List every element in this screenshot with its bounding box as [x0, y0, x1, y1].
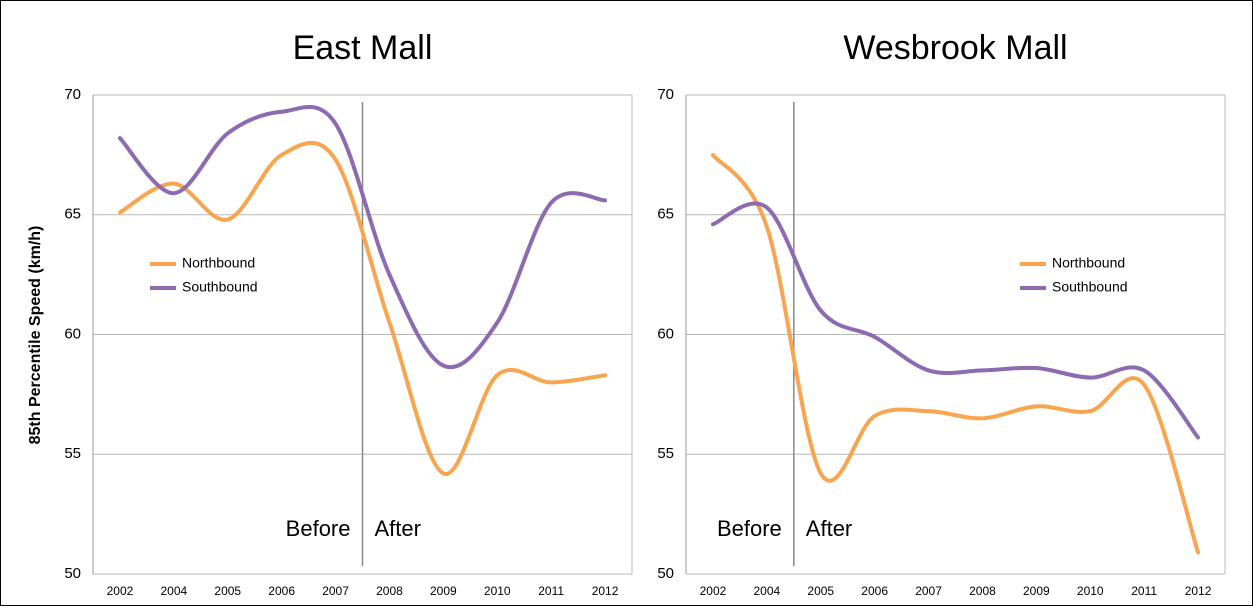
x-tick-label: 2010 [1077, 584, 1104, 598]
y-tick-label: 55 [64, 445, 81, 462]
legend-label: Southbound [182, 279, 258, 295]
annotation: After [375, 516, 421, 541]
chart-title: Wesbrook Mall [843, 29, 1067, 67]
x-tick-label: 2008 [376, 584, 403, 598]
y-tick-label: 70 [657, 86, 674, 103]
line-series [117, 140, 608, 476]
y-tick-label: 50 [657, 565, 674, 582]
legend-label: Northbound [182, 255, 255, 271]
x-tick-label: 2002 [107, 584, 134, 598]
line-series [710, 152, 1201, 555]
x-tick-label: 2005 [214, 584, 241, 598]
line-series [710, 201, 1201, 440]
x-tick-label: 2004 [160, 584, 187, 598]
annotation: After [806, 516, 852, 541]
x-tick-label: 2004 [753, 584, 780, 598]
y-tick-label: 60 [657, 325, 674, 342]
x-tick-label: 2011 [538, 584, 564, 598]
legend-label: Northbound [1052, 255, 1125, 271]
y-tick-label: 70 [64, 86, 81, 103]
x-tick-label: 2002 [700, 584, 727, 598]
x-tick-label: 2006 [268, 584, 295, 598]
annotation: Before [717, 516, 782, 541]
legend-label: Southbound [1052, 279, 1128, 295]
x-tick-label: 2009 [430, 584, 457, 598]
x-tick-label: 2012 [592, 584, 619, 598]
x-tick-label: 2009 [1023, 584, 1050, 598]
x-tick-label: 2005 [807, 584, 834, 598]
annotation: Before [286, 516, 351, 541]
x-tick-label: 2008 [969, 584, 996, 598]
y-tick-label: 55 [657, 445, 674, 462]
x-tick-label: 2012 [1185, 584, 1212, 598]
y-tick-label: 60 [64, 325, 81, 342]
x-tick-label: 2006 [861, 584, 888, 598]
line-series [117, 105, 608, 370]
y-axis-label: 85th Percentile Speed (km/h) [27, 226, 44, 445]
y-tick-label: 50 [64, 565, 81, 582]
y-tick-label: 65 [64, 206, 81, 223]
x-tick-label: 2007 [915, 584, 942, 598]
x-tick-label: 2011 [1131, 584, 1157, 598]
x-tick-label: 2007 [322, 584, 349, 598]
x-tick-label: 2010 [484, 584, 511, 598]
y-tick-label: 65 [657, 206, 674, 223]
chart-title: East Mall [293, 29, 433, 67]
